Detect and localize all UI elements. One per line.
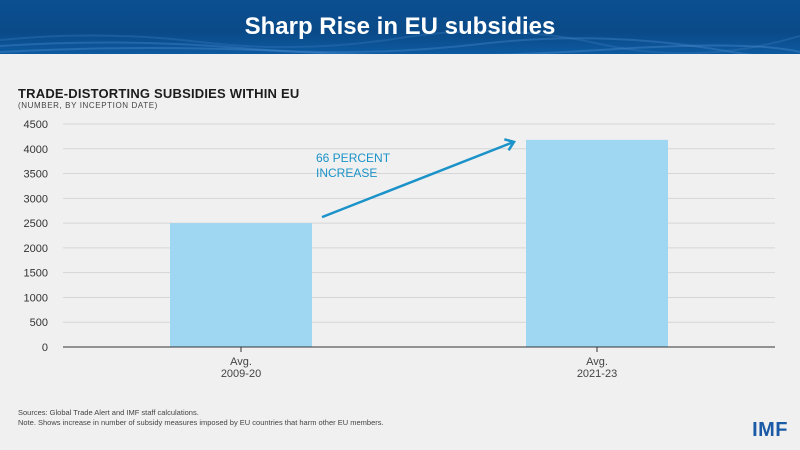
x-tick-label: Avg. [586, 356, 608, 368]
y-tick-label: 3500 [24, 169, 48, 181]
annotation-text: INCREASE [316, 166, 377, 180]
bar [526, 139, 668, 347]
annotation-arrow-head [504, 138, 516, 151]
y-tick-label: 2500 [24, 218, 48, 230]
y-tick-label: 4000 [24, 144, 48, 156]
x-tick-label: Avg. [230, 356, 252, 368]
y-tick-label: 500 [30, 317, 48, 329]
chart-notes: Sources: Global Trade Alert and IMF staf… [18, 408, 384, 428]
y-tick-label: 0 [42, 342, 48, 354]
y-tick-label: 4500 [24, 119, 48, 131]
header-banner: Sharp Rise in EU subsidies [0, 0, 800, 54]
banner-title: Sharp Rise in EU subsidies [244, 13, 556, 40]
annotation-text: 66 PERCENT [316, 151, 391, 165]
y-tick-label: 1500 [24, 268, 48, 280]
chart-subtitle: (NUMBER, BY INCEPTION DATE) [18, 101, 158, 110]
annotation-arrow-line [321, 140, 515, 219]
chart-title: TRADE-DISTORTING SUBSIDIES WITHIN EU [18, 86, 300, 101]
y-tick-label: 2000 [24, 243, 48, 255]
y-tick-label: 3000 [24, 193, 48, 205]
imf-logo: IMF [752, 419, 788, 441]
sources-text: Sources: Global Trade Alert and IMF staf… [18, 408, 199, 417]
bar [170, 223, 312, 347]
wave-pattern-decoration [0, 30, 800, 54]
note-text: Note. Shows increase in number of subsid… [18, 418, 384, 427]
y-tick-label: 1000 [24, 292, 48, 304]
x-tick-label: 2021-23 [577, 368, 617, 380]
x-tick-label: 2009-20 [221, 368, 261, 380]
